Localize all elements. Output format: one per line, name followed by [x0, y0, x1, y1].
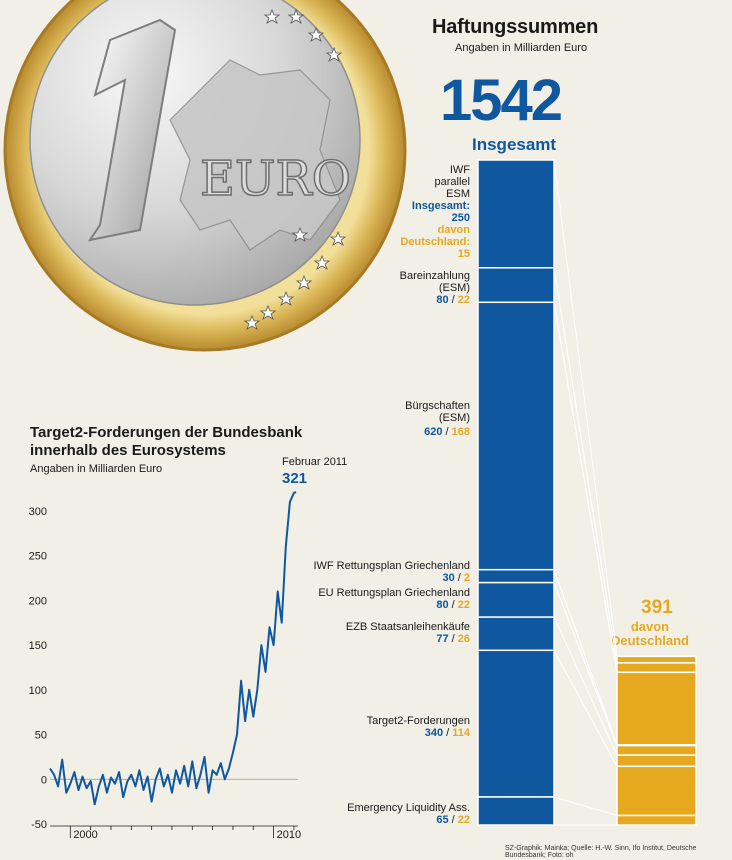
- line-chart-title: Target2-Forderungen der Bundesbank inner…: [30, 424, 302, 460]
- y-tick-label: 150: [29, 640, 47, 652]
- item-label-iwf-griechenland: IWF Rettungsplan Griechenland 30 / 2: [313, 560, 470, 584]
- value-separator: /: [454, 572, 464, 584]
- item-label-target2: Target2-Forderungen 340 / 114: [367, 715, 470, 739]
- item-total-value: 250: [451, 212, 470, 224]
- item-germany-value: 2: [463, 572, 470, 584]
- bar-segment-germany: [616, 765, 697, 817]
- item-label-line: ESM: [446, 188, 470, 200]
- connector-line: [553, 569, 618, 745]
- item-germany-value: 22: [457, 814, 470, 826]
- y-tick-label: 100: [29, 685, 47, 697]
- value-separator: /: [448, 633, 458, 645]
- end-date-label: Februar 2011: [282, 456, 348, 468]
- germany-label-line: davon: [630, 619, 670, 634]
- value-separator: /: [448, 294, 458, 306]
- item-germany-line: Deutschland:: [400, 236, 470, 248]
- total-value: 1542: [440, 68, 563, 133]
- connector-line: [553, 616, 618, 756]
- item-germany-value: 114: [452, 727, 470, 739]
- item-germany-value: 168: [451, 426, 470, 438]
- item-label-line: (ESM): [438, 412, 470, 424]
- bar-segment-total: [477, 159, 555, 269]
- item-label-line: IWF: [449, 164, 470, 176]
- item-germany-value: 26: [457, 633, 470, 645]
- item-label-line: EZB Staatsanleihenkäufe: [345, 621, 470, 633]
- bar-segment-germany: [616, 671, 697, 746]
- y-tick-label: 200: [29, 595, 47, 607]
- item-label-bareinzahlung: Bareinzahlung (ESM) 80 / 22: [400, 270, 470, 306]
- item-label-iwf-parallel: IWF parallel ESM Insgesamt: 250 davon De…: [400, 164, 470, 260]
- y-tick-label: 0: [41, 774, 47, 786]
- item-germany-value: 15: [457, 248, 470, 260]
- item-label-line: IWF Rettungsplan Griechenland: [313, 560, 470, 572]
- euro-coin-photo: EURO: [3, 0, 407, 352]
- item-label-line: EU Rettungsplan Griechenland: [318, 587, 470, 599]
- y-tick-label: 250: [29, 551, 47, 563]
- item-label-line: (ESM): [438, 282, 470, 294]
- germany-label-line: Deutschland: [610, 633, 689, 648]
- chart-title: Haftungssummen: [432, 16, 599, 38]
- item-label-buergschaften: Bürgschaften (ESM) 620 / 168: [405, 400, 470, 438]
- bar-segment-germany: [616, 814, 697, 826]
- item-label-line: Target2-Forderungen: [366, 715, 470, 727]
- connector-line: [553, 650, 618, 767]
- connector-line: [553, 159, 618, 657]
- connector-line: [553, 582, 618, 746]
- item-label-line: Bürgschaften: [405, 400, 470, 412]
- item-germany-value: 22: [457, 599, 470, 611]
- connector-line: [553, 267, 618, 663]
- line-chart-title-line: Target2-Forderungen der Bundesbank: [30, 424, 303, 441]
- bar-segment-total: [477, 301, 555, 571]
- connector-line: [553, 796, 618, 816]
- line-chart-title-line: innerhalb des Eurosystems: [30, 442, 226, 459]
- item-label-line: Emergency Liquidity Ass.: [347, 802, 470, 814]
- item-label-ela: Emergency Liquidity Ass. 65 / 22: [347, 802, 470, 826]
- item-total-value: 340: [424, 727, 444, 739]
- item-label-eu-griechenland: EU Rettungsplan Griechenland 80 / 22: [318, 587, 470, 611]
- connector-line: [553, 302, 618, 673]
- item-total-value: 80: [436, 294, 449, 306]
- item-total-value: 80: [436, 599, 449, 611]
- item-total-value: 77: [436, 633, 449, 645]
- line-chart-subtitle: Angaben in Milliarden Euro: [30, 463, 163, 475]
- bar-segment-total: [477, 581, 555, 618]
- item-germany-value: 22: [457, 294, 470, 306]
- item-total-value: 65: [436, 814, 449, 826]
- series-line: [49, 491, 297, 806]
- item-total-line: Insgesamt:: [411, 200, 470, 212]
- germany-total-value: 391: [641, 597, 673, 618]
- value-separator: /: [448, 599, 458, 611]
- value-separator: /: [442, 426, 452, 438]
- chart-subtitle: Angaben in Milliarden Euro: [455, 42, 588, 54]
- item-label-ezb: EZB Staatsanleihenkäufe 77 / 26: [346, 621, 470, 645]
- item-germany-line: davon: [437, 224, 470, 236]
- value-separator: /: [448, 814, 458, 826]
- total-label: Insgesamt: [472, 135, 557, 154]
- germany-total-label: davon Deutschland: [600, 620, 700, 648]
- bar-segment-total: [477, 649, 555, 798]
- value-separator: /: [443, 727, 453, 739]
- bar-segment-total: [477, 267, 555, 304]
- y-tick-label: -50: [31, 819, 47, 831]
- end-value-label: 321: [282, 470, 308, 487]
- item-total-value: 620: [424, 426, 443, 438]
- coin-stars: [243, 8, 347, 330]
- item-label-line: Bareinzahlung: [399, 270, 470, 282]
- bar-segment-total: [477, 796, 555, 826]
- item-total-value: 30: [442, 572, 455, 584]
- y-tick-label: 300: [29, 506, 47, 518]
- source-credit: SZ-Graphik: Mainka; Quelle: H.-W. Sinn, …: [505, 845, 697, 859]
- x-tick-label: 2000: [73, 829, 97, 841]
- coin-numeral: [87, 18, 177, 242]
- bar-segment-total: [477, 616, 555, 652]
- item-label-line: parallel: [434, 176, 470, 188]
- x-tick-label: 2010: [277, 829, 301, 841]
- coin-euro-word: EURO: [200, 151, 351, 207]
- y-tick-label: 50: [35, 730, 47, 742]
